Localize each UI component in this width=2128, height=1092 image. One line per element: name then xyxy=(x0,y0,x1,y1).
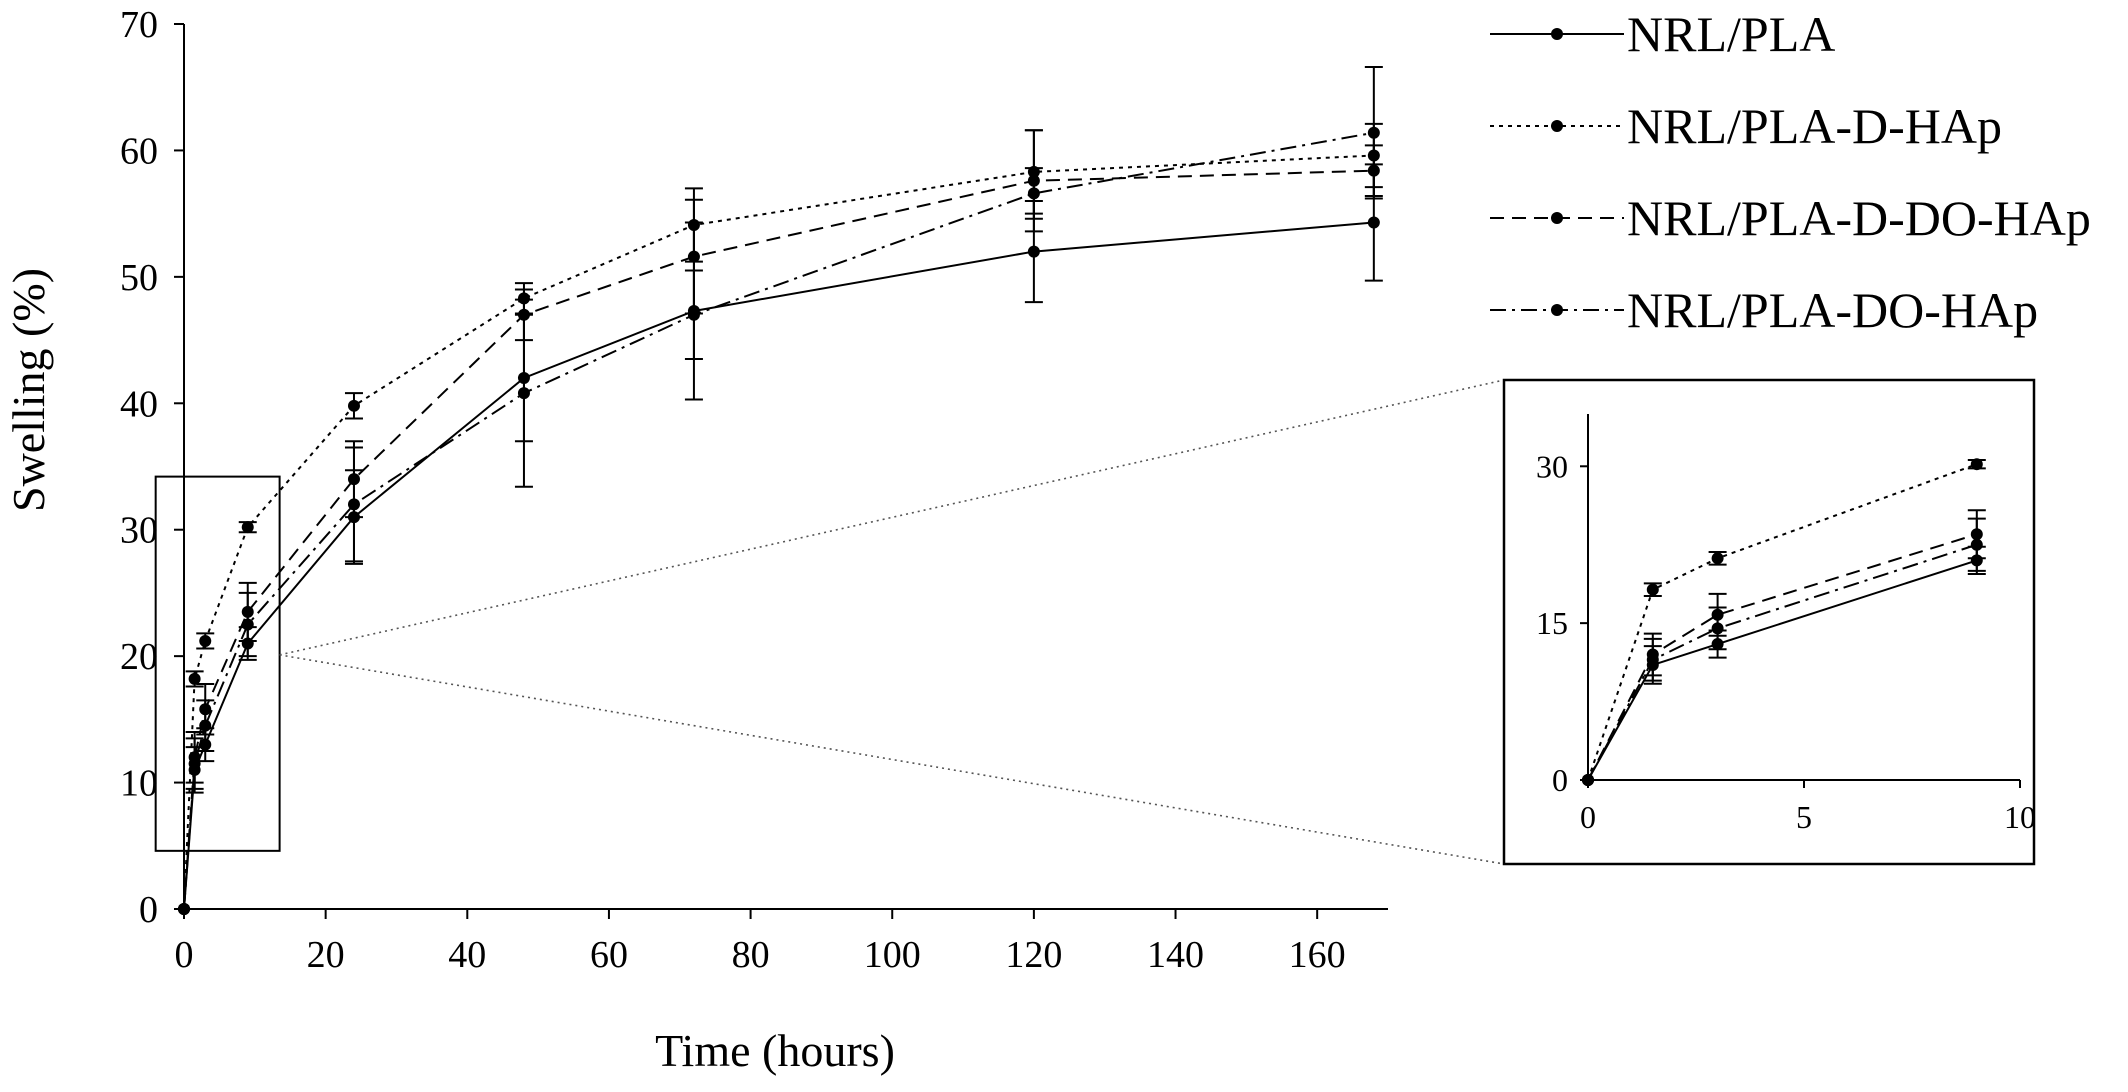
inset-data-point xyxy=(1711,552,1724,565)
zoom-region xyxy=(154,379,1505,865)
inset-series-line xyxy=(1587,533,1978,781)
data-point xyxy=(1367,216,1380,229)
data-point xyxy=(188,757,201,770)
x-tick-label: 80 xyxy=(732,934,770,976)
y-tick-label: 30 xyxy=(120,510,158,552)
data-point xyxy=(1027,245,1040,258)
series-line xyxy=(183,131,1375,910)
x-tick-label: 100 xyxy=(864,934,921,976)
x-axis-title: Time (hours) xyxy=(655,1025,895,1076)
y-tick-label: 70 xyxy=(120,4,158,46)
series-0 xyxy=(178,163,1383,915)
main-plot-area: 0 10 20 30 40 50 60 70 0 20 40 60 80 100 120 140 160 xyxy=(120,4,1388,976)
legend-label: NRL/PLA-DO-HAp xyxy=(1627,282,2038,338)
series-line xyxy=(183,154,1374,910)
legend-item: NRL/PLA xyxy=(1490,6,1835,62)
inset-series-line xyxy=(1587,543,1978,781)
data-point xyxy=(199,719,212,732)
legend-label: NRL/PLA-D-HAp xyxy=(1627,98,2002,154)
connector-line xyxy=(279,654,1505,865)
data-point xyxy=(347,498,360,511)
inset-series-line xyxy=(1587,559,1978,781)
x-tick-label: 140 xyxy=(1147,934,1204,976)
y-tick-label: 50 xyxy=(120,257,158,299)
y-tick-label: 40 xyxy=(120,383,158,425)
y-axis-title: Swelling (%) xyxy=(3,268,54,512)
x-tick-label: 160 xyxy=(1289,934,1346,976)
data-point xyxy=(241,618,254,631)
inset-x-tick-label: 0 xyxy=(1580,799,1596,835)
inset-data-point xyxy=(1970,458,1983,471)
legend-marker xyxy=(1551,120,1563,132)
y-tick-label: 20 xyxy=(120,636,158,678)
inset-plot: 0 15 30 0 5 10 xyxy=(1502,378,2036,866)
legend-label: NRL/PLA xyxy=(1627,6,1835,62)
legend-item: NRL/PLA-DO-HAp xyxy=(1490,282,2038,338)
inset-y-tick-label: 30 xyxy=(1536,448,1568,484)
x-tick-label: 120 xyxy=(1005,934,1062,976)
data-point xyxy=(347,399,360,412)
y-tick-label: 0 xyxy=(139,889,158,931)
series-line xyxy=(183,221,1374,910)
series-3 xyxy=(178,65,1383,915)
inset-series-line xyxy=(1587,463,1978,781)
legend-marker xyxy=(1551,28,1563,40)
data-point xyxy=(178,903,190,915)
legend-label: NRL/PLA-D-DO-HAp xyxy=(1627,190,2091,246)
inset-x-tick-label: 5 xyxy=(1796,799,1812,835)
data-point xyxy=(687,250,700,263)
inset-y-tick-label: 15 xyxy=(1536,605,1568,641)
inset-data-point xyxy=(1646,583,1659,596)
y-tick-label: 60 xyxy=(120,130,158,172)
data-point xyxy=(1367,126,1380,139)
y-tick-label: 10 xyxy=(120,763,158,805)
legend-item: NRL/PLA-D-HAp xyxy=(1490,98,2002,154)
x-tick-label: 20 xyxy=(307,934,345,976)
data-point xyxy=(188,672,201,685)
inset-series-3 xyxy=(1582,517,1986,786)
data-point xyxy=(517,387,530,400)
data-point xyxy=(241,521,254,534)
data-point xyxy=(687,308,700,321)
inset-y-tick-label: 0 xyxy=(1552,762,1568,798)
inset-frame xyxy=(1502,378,2036,866)
series-2 xyxy=(178,129,1383,915)
x-tick-label: 40 xyxy=(448,934,486,976)
data-point xyxy=(1027,187,1040,200)
inset-x-tick-label: 10 xyxy=(2004,799,2036,835)
x-tick-label: 0 xyxy=(175,934,194,976)
inset-data-point xyxy=(1970,538,1983,551)
inset-data-point xyxy=(1711,622,1724,635)
inset-data-point xyxy=(1646,653,1659,666)
inset-data-point xyxy=(1582,774,1594,786)
legend: NRL/PLA NRL/PLA-D-HAp NRL/PLA-D-DO-HAp NRL/… xyxy=(1490,6,2091,338)
legend-marker xyxy=(1551,212,1563,224)
legend-marker xyxy=(1551,304,1563,316)
zoom-rectangle xyxy=(154,475,281,852)
legend-item: NRL/PLA-D-DO-HAp xyxy=(1490,190,2091,246)
series-line xyxy=(183,169,1374,910)
connector-line xyxy=(279,379,1505,656)
data-point xyxy=(199,634,212,647)
x-tick-label: 60 xyxy=(590,934,628,976)
